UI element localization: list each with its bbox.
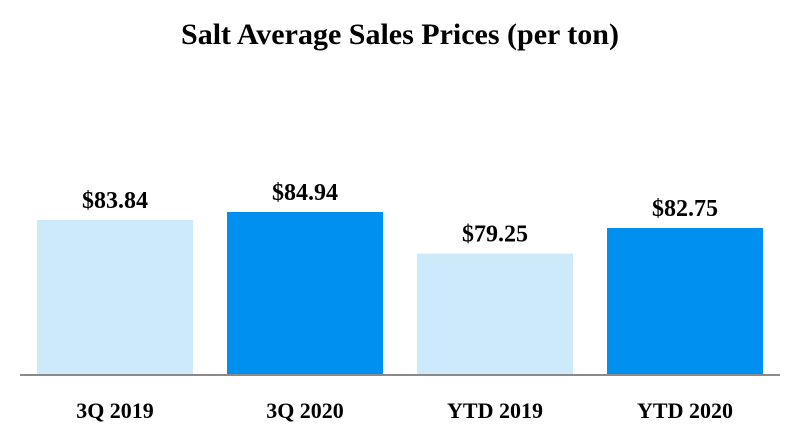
bar-ytd-2019 <box>417 253 573 374</box>
bar-3q-2020 <box>227 212 383 374</box>
data-label: $83.84 <box>82 188 148 214</box>
chart-title: Salt Average Sales Prices (per ton) <box>181 18 619 51</box>
data-label: $79.25 <box>462 222 528 248</box>
x-tick-label: YTD 2020 <box>637 398 733 423</box>
bar-3q-2019 <box>37 220 193 374</box>
x-tick-label: 3Q 2020 <box>266 398 344 423</box>
data-label: $84.94 <box>272 180 338 206</box>
x-tick-label: YTD 2019 <box>447 398 543 423</box>
data-label: $82.75 <box>652 196 718 222</box>
bar-ytd-2020 <box>607 227 763 374</box>
x-tick-label: 3Q 2019 <box>76 398 154 423</box>
